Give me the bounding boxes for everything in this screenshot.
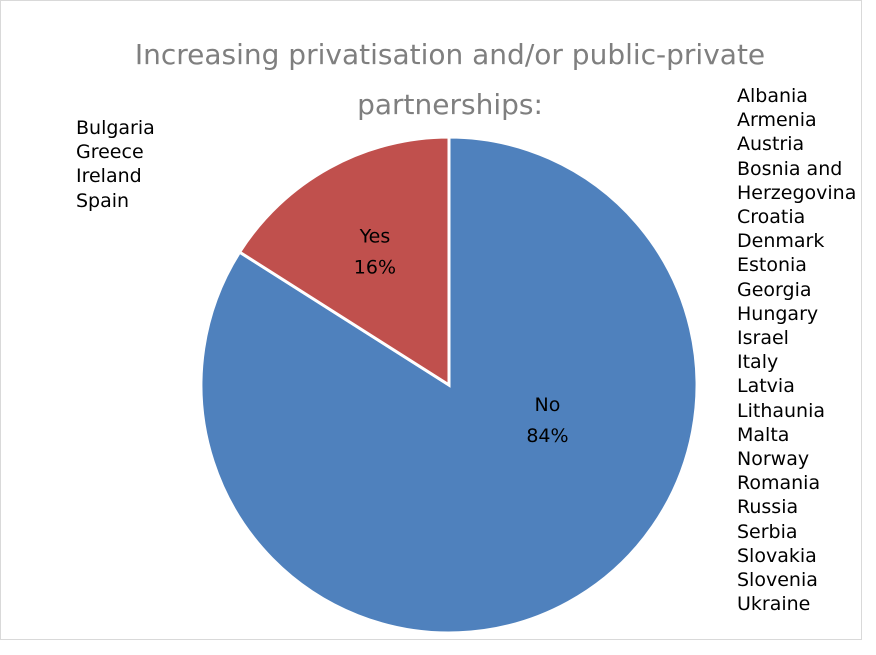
country-item: Norway	[737, 448, 810, 471]
country-item: Serbia	[737, 520, 798, 543]
country-item: Italy	[737, 351, 779, 374]
country-item: Romania	[737, 472, 821, 495]
country-item: Slovakia	[737, 544, 817, 567]
country-item: Slovenia	[737, 569, 818, 592]
country-item: Ukraine	[737, 593, 811, 616]
country-item: Lithaunia	[737, 399, 826, 422]
country-item: Malta	[737, 423, 790, 446]
country-item: Armenia	[737, 109, 817, 132]
country-item: Spain	[76, 189, 130, 212]
country-item: Hungary	[737, 302, 819, 325]
yes-slice-percent-label: 16%	[354, 256, 396, 278]
chart-title-line-2: partnerships:	[357, 88, 543, 121]
country-item: Croatia	[737, 206, 806, 229]
no-country-list: Albania Armenia Austria Bosnia and Herzegovi…	[737, 84, 856, 616]
country-item: Israel	[737, 327, 789, 350]
country-item: Denmark	[737, 230, 825, 253]
yes-country-list: Bulgaria Greece Ireland Spain	[76, 116, 155, 213]
country-item: Latvia	[737, 375, 795, 398]
country-item: Austria	[737, 133, 805, 156]
country-item: Russia	[737, 496, 799, 519]
country-item: Georgia	[737, 278, 812, 301]
country-item: Greece	[76, 141, 144, 164]
chart-title-line-1: Increasing privatisation and/or public-p…	[134, 38, 766, 71]
chart-title: Increasing privatisation and/or public-p…	[120, 30, 780, 130]
pie-slice-yes	[237, 135, 451, 388]
country-item: Bulgaria	[76, 117, 155, 139]
country-item: Albania	[737, 85, 808, 107]
no-slice-percent-label: 84%	[526, 425, 568, 447]
yes-slice-category-label: Yes	[359, 225, 391, 247]
country-item: Ireland	[76, 165, 142, 188]
country-item: Bosnia and	[737, 157, 843, 180]
no-slice-category-label: No	[535, 394, 561, 416]
country-item: Estonia	[737, 254, 807, 277]
country-item: Herzegovina	[737, 181, 857, 204]
